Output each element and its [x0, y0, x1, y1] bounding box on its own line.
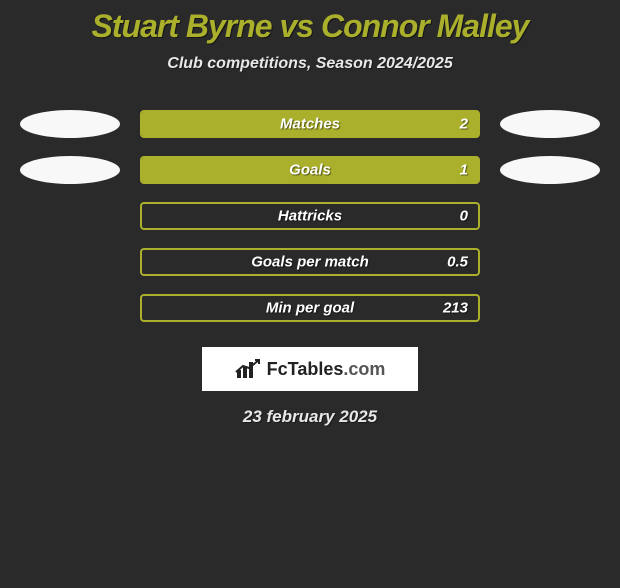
- stat-row: Goals 1: [0, 147, 620, 193]
- logo-text-fc: Fc: [267, 359, 288, 379]
- stat-bar: Min per goal 213: [140, 294, 480, 322]
- stat-label: Min per goal: [266, 300, 354, 317]
- stat-row: Hattricks 0: [0, 193, 620, 239]
- left-player-marker: [20, 247, 120, 277]
- stat-value: 1: [460, 162, 468, 179]
- left-player-marker: [20, 109, 120, 139]
- fctables-logo: FcTables.com: [202, 347, 418, 391]
- right-player-marker: [500, 155, 600, 185]
- bar-chart-icon: [235, 358, 261, 380]
- stat-bar: Matches 2: [140, 110, 480, 138]
- stat-row: Goals per match 0.5: [0, 239, 620, 285]
- stat-value: 0.5: [447, 254, 468, 271]
- logo-text-tables: Tables: [288, 359, 344, 379]
- stat-label: Matches: [280, 116, 340, 133]
- stat-label: Goals: [289, 162, 331, 179]
- stat-label: Hattricks: [278, 208, 342, 225]
- left-player-marker: [20, 293, 120, 323]
- left-player-marker: [20, 201, 120, 231]
- stat-bar: Goals per match 0.5: [140, 248, 480, 276]
- right-player-marker: [500, 109, 600, 139]
- stat-value: 2: [460, 116, 468, 133]
- stat-label: Goals per match: [251, 254, 369, 271]
- stat-row: Matches 2: [0, 101, 620, 147]
- stat-row: Min per goal 213: [0, 285, 620, 331]
- stat-bar: Hattricks 0: [140, 202, 480, 230]
- right-player-marker: [500, 201, 600, 231]
- logo-text-com: .com: [343, 359, 385, 379]
- right-player-marker: [500, 293, 600, 323]
- stat-value: 213: [443, 300, 468, 317]
- stat-value: 0: [460, 208, 468, 225]
- comparison-title: Stuart Byrne vs Connor Malley: [0, 8, 620, 45]
- snapshot-date: 23 february 2025: [0, 407, 620, 427]
- left-player-marker: [20, 155, 120, 185]
- stats-rows: Matches 2 Goals 1 Hattricks 0 Goals per match 0…: [0, 101, 620, 331]
- comparison-subtitle: Club competitions, Season 2024/2025: [0, 55, 620, 73]
- stat-bar: Goals 1: [140, 156, 480, 184]
- right-player-marker: [500, 247, 600, 277]
